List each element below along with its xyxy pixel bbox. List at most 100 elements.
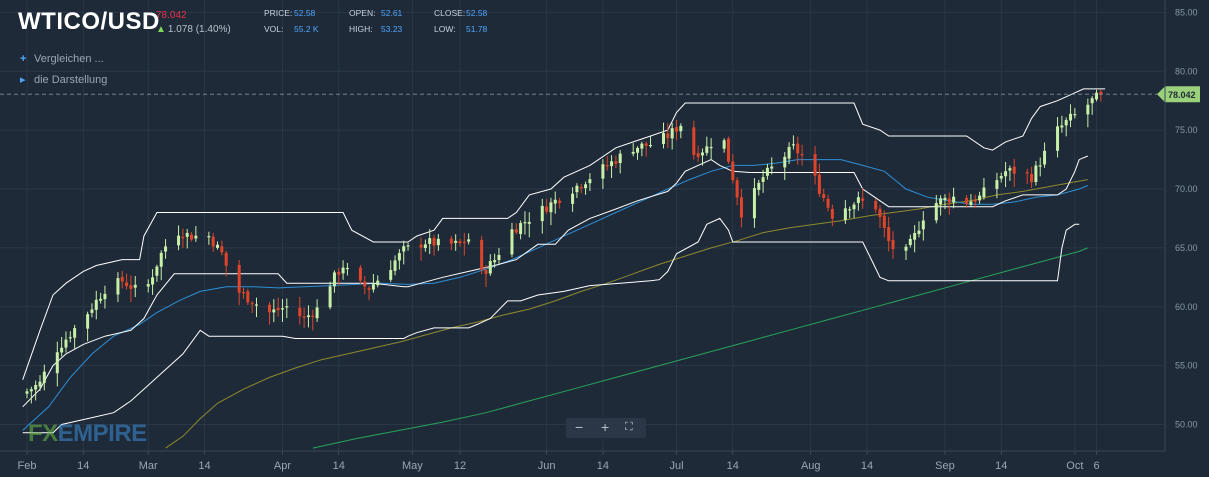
candle-body [276, 307, 280, 311]
candle-body [328, 286, 332, 308]
candle-body [852, 204, 856, 210]
price-change-value: 1.078 (1.40%) [167, 24, 231, 35]
candle-body [90, 309, 94, 313]
candle-body [129, 285, 133, 289]
candle-body [588, 179, 592, 184]
candle-body [1034, 165, 1038, 183]
stat-value-price: 52.58 [294, 8, 316, 18]
candle-body [549, 202, 553, 213]
zoom-in-button[interactable]: + [601, 419, 610, 435]
candle-body [917, 230, 921, 235]
candle-body [406, 245, 410, 247]
y-tick-label: 50.00 [1175, 420, 1198, 430]
candle-body [493, 260, 497, 263]
candle-body [363, 281, 367, 287]
stat-label-low: LOW: [434, 24, 456, 34]
x-tick-label: Jul [669, 460, 683, 472]
candle-body [432, 237, 436, 246]
zoom-out-button[interactable]: − [575, 419, 584, 435]
donchian-band-lines [22, 88, 1106, 434]
candle-body [177, 235, 181, 246]
candle-body [921, 220, 925, 230]
symbol-title: WTICO/USD [18, 8, 160, 35]
candle-body [510, 229, 514, 255]
y-tick-label: 65.00 [1175, 243, 1198, 253]
candle-body [302, 316, 306, 318]
candle-body [254, 304, 258, 306]
candle-body [705, 146, 709, 153]
candle-body [675, 127, 678, 132]
donchian-upper-line [22, 88, 1106, 380]
candle-body [553, 199, 557, 204]
candle-body [887, 227, 891, 242]
stat-value-vol: 55.2 K [294, 24, 319, 34]
candle-body [38, 381, 42, 387]
candle-body [86, 314, 90, 329]
candle-body [103, 293, 107, 300]
candle-body [631, 151, 635, 154]
candle-body [159, 252, 163, 267]
candle-body [800, 154, 804, 156]
candle-body [731, 161, 735, 181]
candle-body [640, 143, 644, 149]
fullscreen-button[interactable]: ⛶ [625, 421, 633, 433]
candle-body [341, 267, 345, 274]
y-tick-label: 85.00 [1175, 7, 1198, 17]
candle-body [458, 241, 462, 244]
x-axis: Feb 14 Mar 14 Apr 14 May 12 Jun 14 Jul 14 Aug 14 Sep 14… [0, 450, 1165, 472]
display-button[interactable]: ▸ die Darstellung [20, 73, 107, 86]
candle-body [467, 239, 471, 242]
candle-body [332, 272, 336, 287]
candle-body [484, 270, 488, 274]
candle-body [224, 252, 228, 266]
candle-body [246, 291, 250, 303]
stat-value-low: 51.78 [466, 24, 488, 34]
stat-value-open: 52.61 [381, 8, 403, 18]
candle-body [891, 239, 895, 249]
logo-empire: EMPIRE [57, 420, 148, 447]
candle-body [822, 194, 826, 198]
candle-body [830, 208, 834, 219]
candle-body [419, 244, 423, 248]
donchian-lower-line [22, 217, 1080, 434]
candle-body [783, 156, 787, 168]
zoom-controls: − + ⛶ [566, 418, 646, 438]
candle-body [982, 187, 986, 198]
candle-body [280, 308, 284, 310]
candle-body [29, 389, 33, 392]
x-tick-label: 14 [597, 460, 609, 472]
candle-body [735, 180, 739, 198]
candle-body [908, 238, 912, 246]
candle-body [662, 133, 666, 144]
candle-body [94, 299, 98, 310]
candle-body [523, 222, 527, 224]
x-tick-label: Apr [274, 460, 291, 472]
candle-body [488, 261, 492, 274]
candle-body [181, 236, 185, 239]
candle-body [1030, 173, 1034, 183]
x-tick-label: Jun [538, 460, 556, 472]
candle-body [242, 292, 245, 294]
x-tick-label: 14 [861, 460, 873, 472]
candle-body [757, 182, 761, 190]
candle-body [765, 167, 769, 176]
candle-body [670, 128, 674, 139]
display-label: die Darstellung [34, 74, 108, 86]
candle-body [60, 347, 64, 353]
compare-button[interactable]: + Vergleichen ... [20, 53, 104, 65]
last-price-tag-label: 78.042 [1168, 90, 1196, 100]
candle-body [207, 236, 211, 238]
candle-body [601, 164, 605, 179]
candle-body [1004, 171, 1008, 177]
stat-label-close: CLOSE: [434, 8, 466, 18]
candle-body [527, 221, 531, 224]
candle-body [618, 153, 622, 164]
candle-body [190, 234, 194, 240]
candle-body [969, 201, 973, 205]
candle-body [120, 276, 124, 282]
candle-body [770, 166, 774, 169]
candle-body [367, 288, 371, 290]
last-price-tag [1157, 86, 1200, 103]
candlestick-series [25, 89, 1103, 404]
